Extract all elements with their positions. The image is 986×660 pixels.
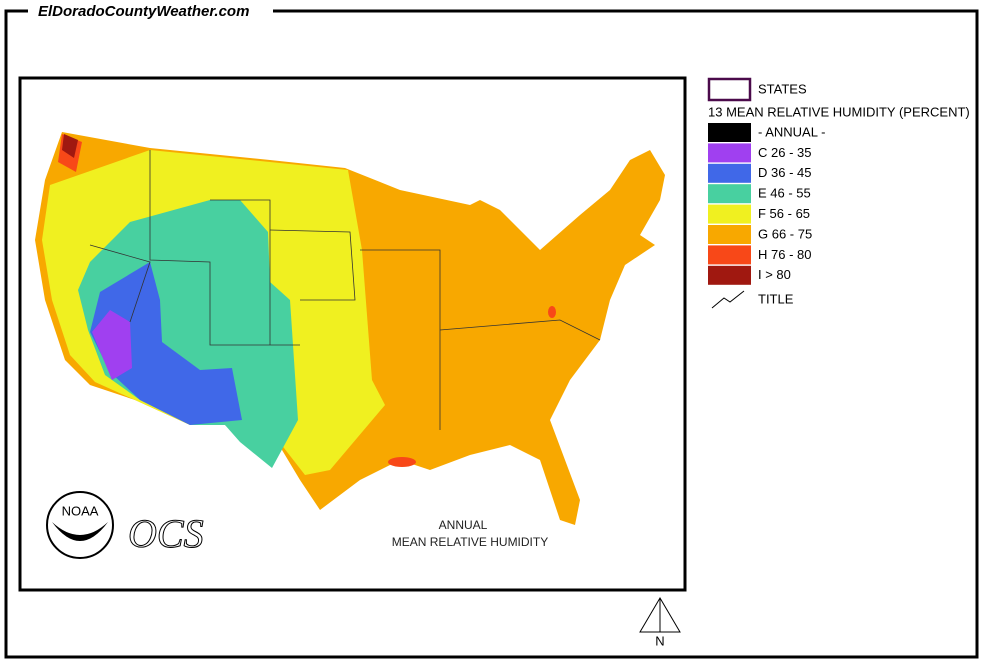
legend-layer: 13 MEAN RELATIVE HUMIDITY (PERCENT) (708, 104, 970, 119)
region (62, 134, 78, 158)
legend-swatch (708, 184, 751, 204)
legend-entry: E 46 - 55 (758, 186, 811, 201)
map-caption: MEAN RELATIVE HUMIDITY (392, 535, 548, 549)
north-label: N (655, 633, 664, 648)
legend-entry: G 66 - 75 (758, 226, 812, 241)
legend-entry: D 36 - 45 (758, 165, 811, 180)
noaa-bird (52, 522, 108, 541)
legend-swatch (708, 143, 751, 163)
legend-swatch (708, 245, 751, 265)
title-icon (711, 290, 745, 309)
legend-entry: H 76 - 80 (758, 247, 811, 262)
map-caption: ANNUAL (439, 518, 488, 532)
legend-swatch (708, 265, 751, 285)
noaa-logo (46, 491, 114, 559)
legend-entry: - ANNUAL - (758, 124, 825, 139)
region (92, 310, 132, 380)
title-backing (28, 2, 273, 22)
legend-entry: STATES (758, 81, 807, 96)
agency: OCS (128, 511, 204, 556)
legend-entry: I > 80 (758, 267, 791, 282)
states-swatch (707, 77, 752, 102)
legend-swatch (708, 163, 751, 183)
region (388, 457, 416, 467)
legend-swatch (708, 204, 751, 224)
legend-swatch (708, 225, 751, 244)
legend-swatch (708, 123, 751, 142)
legend-entry: TITLE (758, 291, 794, 306)
region (90, 262, 242, 425)
outer-frame (4, 9, 979, 659)
state-lines (89, 150, 601, 430)
legend-entry: F 56 - 65 (758, 206, 810, 221)
site-title: ElDoradoCountyWeather.com (38, 3, 249, 20)
region (78, 200, 298, 468)
legend-entry: C 26 - 35 (758, 145, 811, 160)
map (35, 132, 665, 525)
noaa-text: NOAA (62, 503, 99, 518)
region (548, 306, 556, 318)
